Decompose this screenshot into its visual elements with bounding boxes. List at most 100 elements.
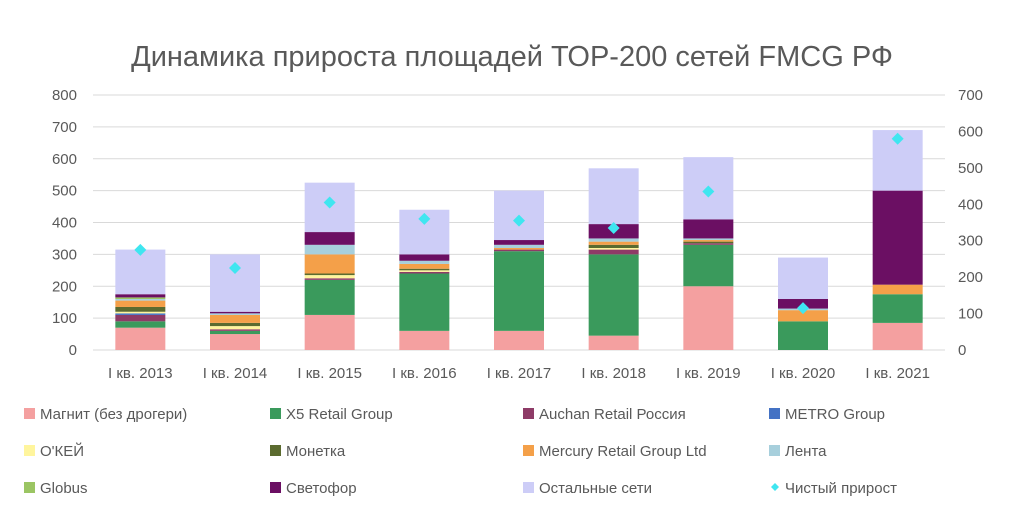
legend-swatch (270, 408, 281, 419)
legend-swatch (270, 482, 281, 493)
bar-segment (210, 322, 260, 327)
y-tick-label-left: 500 (52, 183, 77, 200)
bar-segment (399, 268, 450, 271)
bar-segment (115, 294, 166, 298)
bar-segment (210, 334, 260, 350)
legend-item: Globus (24, 480, 88, 497)
legend-label: Остальные сети (539, 480, 652, 497)
bar-segment (872, 322, 923, 350)
bar-segment (588, 244, 639, 248)
net-growth-points (134, 132, 904, 315)
bar-segment (494, 330, 544, 350)
bar-segment (115, 249, 166, 295)
y-tick-label-left: 800 (52, 87, 77, 104)
legend-swatch (24, 445, 35, 456)
x-tick-label: I кв. 2021 (865, 365, 930, 382)
bar-segment (115, 300, 166, 307)
bar-segment (683, 286, 734, 350)
bars (115, 130, 923, 350)
bar-segment (210, 311, 260, 314)
bar-segment (115, 321, 166, 328)
legend-label: Чистый прирост (785, 480, 897, 497)
bar-segment (399, 273, 450, 331)
net-growth-marker (134, 243, 147, 256)
x-tick-label: I кв. 2014 (203, 365, 268, 382)
x-tick-label: I кв. 2013 (108, 365, 173, 382)
legend-label: X5 Retail Group (286, 406, 393, 423)
legend-label: METRO Group (785, 406, 885, 423)
bar-segment (683, 241, 734, 244)
bar-segment (588, 254, 639, 336)
bar-segment (115, 306, 166, 312)
legend-swatch (771, 483, 779, 491)
bar-segment (683, 243, 734, 245)
legend: Магнит (без дрогери) X5 Retail Group Aucha… (24, 406, 897, 497)
bar-segment (304, 232, 355, 245)
bar-segment (588, 238, 639, 242)
bar-segment (399, 270, 450, 272)
bar-segment (872, 294, 923, 323)
x-tick-label: I кв. 2017 (487, 365, 552, 382)
legend-swatch (523, 482, 534, 493)
y-tick-label-right: 700 (958, 87, 983, 104)
bar-segment (778, 310, 828, 322)
net-growth-marker (702, 185, 715, 198)
bar-segment (683, 219, 734, 239)
legend-label: О'КЕЙ (40, 442, 84, 460)
y-axis-left: 0 100 200 300 400 500 600 700 800 (52, 87, 77, 359)
legend-item: Auchan Retail Россия (523, 406, 686, 423)
legend-swatch (270, 445, 281, 456)
chart-title: Динамика прироста площадей ТОР-200 сетей… (131, 41, 893, 73)
legend-item: Монетка (270, 443, 346, 460)
bar-segment (304, 273, 355, 276)
y-tick-label-right: 300 (958, 233, 983, 250)
net-growth-marker (323, 196, 336, 209)
bar-segment (778, 321, 828, 350)
x-tick-label: I кв. 2016 (392, 365, 457, 382)
bar-segment (494, 249, 544, 252)
legend-item: Mercury Retail Group Ltd (523, 443, 707, 460)
y-tick-label-left: 200 (52, 278, 77, 295)
net-growth-marker (513, 214, 525, 227)
bar-segment (399, 263, 450, 269)
legend-swatch (769, 408, 780, 419)
legend-item: METRO Group (769, 406, 885, 423)
legend-label: Auchan Retail Россия (539, 406, 686, 423)
legend-item: X5 Retail Group (270, 406, 393, 423)
legend-label: Магнит (без дрогери) (40, 406, 187, 423)
bar-segment (210, 314, 260, 323)
bar-segment (304, 279, 355, 315)
y-tick-label-right: 500 (958, 160, 983, 177)
legend-item: Магнит (без дрогери) (24, 406, 187, 423)
y-axis-right: 0 100 200 300 400 500 600 700 (958, 87, 983, 359)
legend-label: Mercury Retail Group Ltd (539, 443, 707, 460)
bar-segment (210, 329, 260, 331)
legend-swatch (523, 408, 534, 419)
bar-segment (210, 330, 260, 335)
legend-item: О'КЕЙ (24, 442, 84, 460)
bar-segment (115, 327, 166, 350)
bar-segment (304, 244, 355, 255)
x-tick-label: I кв. 2020 (771, 365, 836, 382)
bar-segment (588, 335, 639, 350)
y-tick-label-left: 600 (52, 151, 77, 168)
legend-label: Лента (785, 443, 827, 460)
bar-segment (115, 299, 166, 301)
bar-segment (494, 244, 544, 248)
bar-segment (588, 248, 639, 250)
legend-item: Чистый прирост (771, 480, 897, 497)
bar-segment (494, 251, 544, 331)
y-tick-label-left: 400 (52, 215, 77, 232)
net-growth-marker (797, 302, 809, 315)
bar-segment (304, 314, 355, 350)
legend-item: Лента (769, 443, 827, 460)
x-tick-label: I кв. 2015 (297, 365, 362, 382)
bar-segment (304, 275, 355, 279)
bar-segment (588, 168, 639, 225)
bar-segment (683, 244, 734, 287)
legend-swatch (24, 482, 35, 493)
bar-segment (115, 297, 166, 299)
x-tick-label: I кв. 2019 (676, 365, 741, 382)
y-tick-label-right: 0 (958, 342, 966, 359)
